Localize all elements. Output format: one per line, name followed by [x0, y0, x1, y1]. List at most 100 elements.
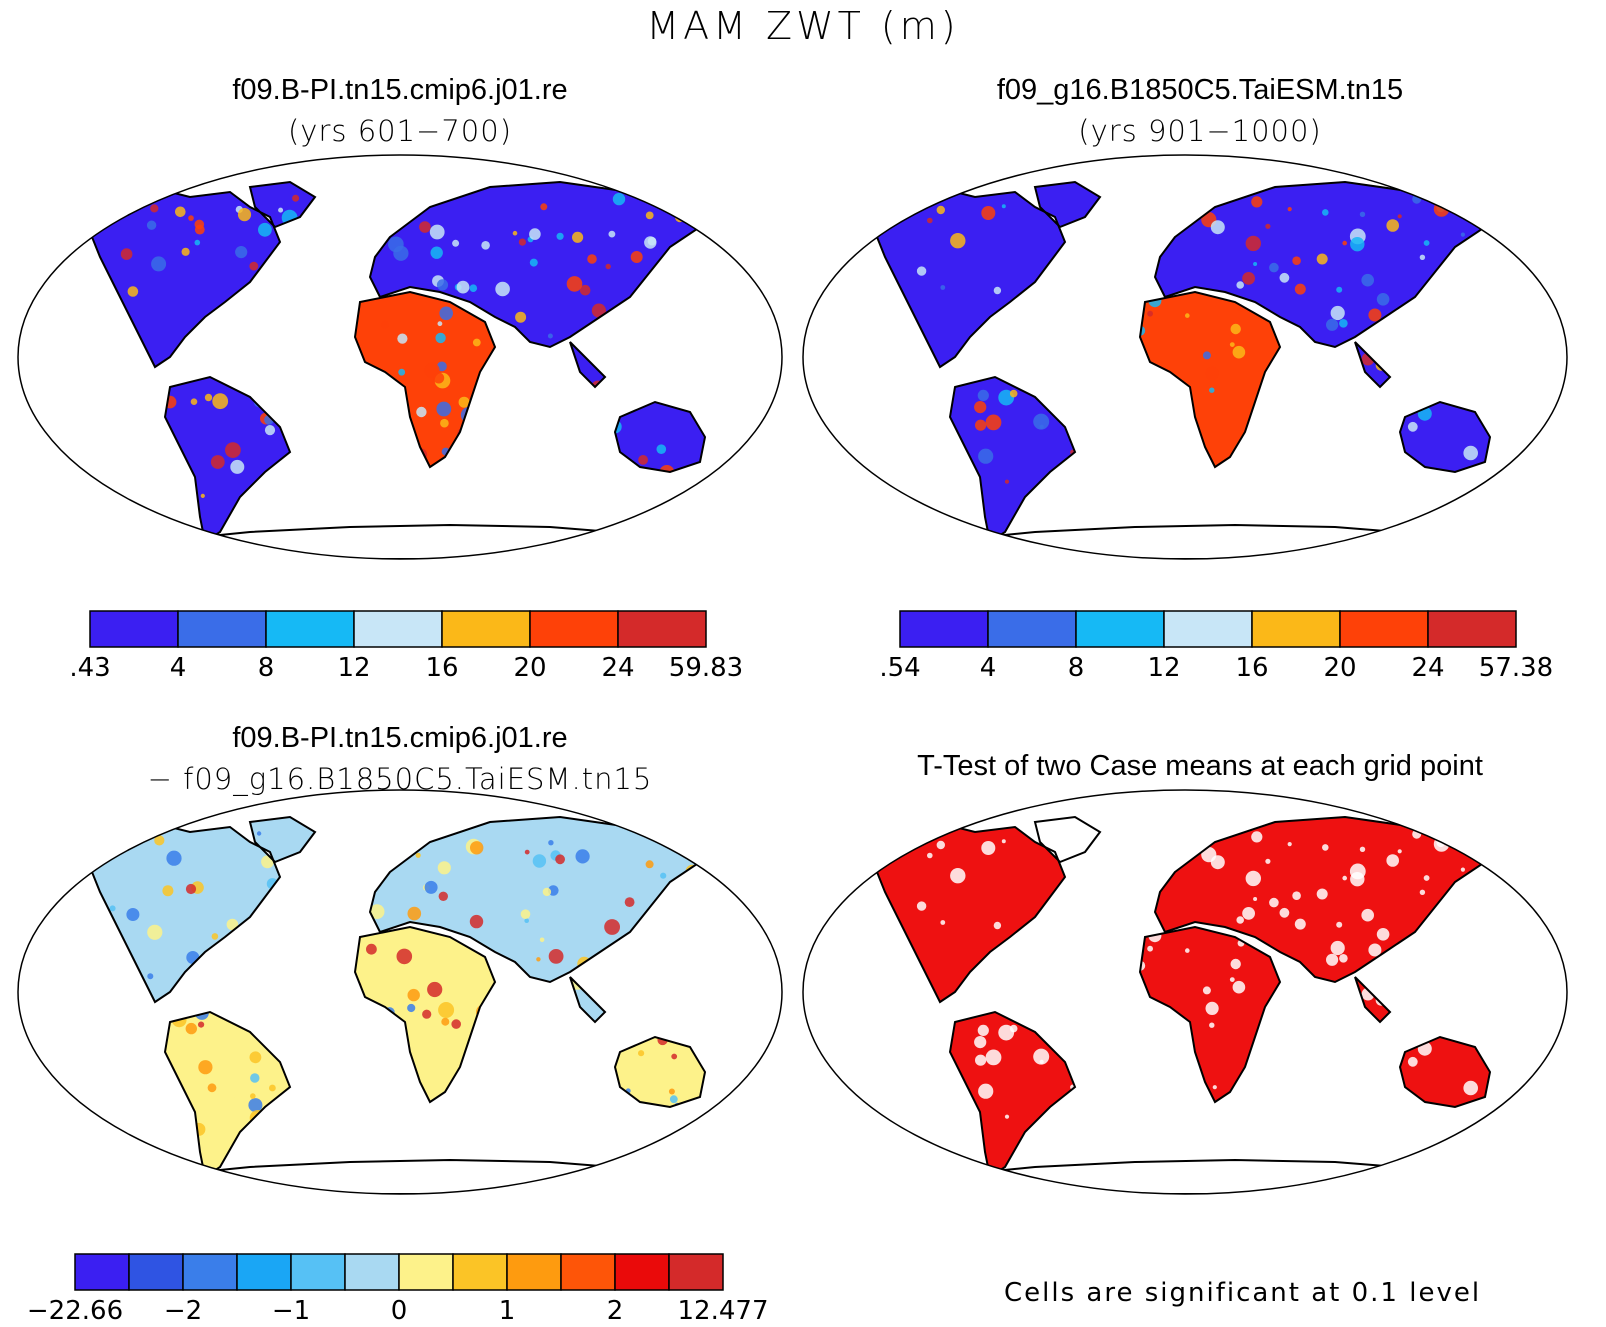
ttest-field-cell: [1316, 888, 1328, 900]
ttest-field-cell: [975, 1054, 987, 1066]
ttest-field-cell: [1386, 854, 1399, 867]
case1-field-cell: [608, 230, 616, 238]
case1-field-cell: [106, 202, 113, 209]
case1-field-cell: [439, 306, 453, 321]
case1-africa-coastline: [353, 290, 497, 469]
case2-field-cell: [886, 487, 892, 493]
diff-field-cell: [548, 840, 554, 846]
ttest-field-cell: [1212, 1085, 1217, 1090]
panel-case2-title: f09_g16.B1850C5.TaiESM.tn15: [996, 74, 1404, 106]
diff-field-cell: [249, 1051, 262, 1064]
ttest-field-cell: [950, 868, 966, 884]
diff-eurasia-coastline: [368, 815, 702, 984]
case1-field-cell: [440, 418, 449, 428]
case1-field-cell: [429, 224, 445, 240]
case1-field-cell: [237, 208, 252, 222]
ttest-field-cell: [1350, 872, 1365, 887]
case1-map-border: [17, 154, 783, 560]
case2-field-cell: [1423, 240, 1430, 246]
diff-field-cell: [660, 872, 667, 879]
case2-field-cell: [1253, 262, 1258, 266]
case1-field-cell: [547, 333, 553, 339]
colorbar-diff-swatch: [74, 1253, 130, 1291]
case1-field-cell: [430, 246, 443, 259]
case2-field-cell: [1232, 345, 1246, 359]
colorbar-diff-swatch: [668, 1253, 724, 1291]
ttest-field-cell: [974, 1036, 987, 1049]
case1-field-cell: [435, 332, 446, 344]
ttest-namerica-coastline: [853, 820, 1067, 1004]
ttest-eurasia-coastline: [1153, 815, 1487, 984]
case2-field-cell: [1242, 272, 1255, 285]
case1-field-cell: [605, 263, 611, 270]
colorbar-case2-swatch: [1075, 610, 1165, 648]
diff-field-cell: [548, 949, 564, 964]
ttest-field-cell: [1287, 842, 1292, 847]
case2-field-cell: [940, 285, 946, 290]
diff-field-cell: [250, 1073, 260, 1083]
case2-field-cell: [1326, 318, 1339, 331]
case1-field-cell: [151, 256, 167, 272]
case1-field-cell: [416, 406, 427, 418]
ttest-field-cell: [1342, 875, 1347, 881]
diff-field-cell: [520, 909, 531, 919]
case2-field-cell: [1147, 310, 1153, 317]
diff-field-cell: [424, 880, 438, 894]
colorbar-diff-swatch: [182, 1253, 238, 1291]
colorbar-diff-swatch: [128, 1253, 184, 1291]
colorbar-case1: [89, 610, 707, 648]
case2-africa-coastline: [1138, 290, 1282, 469]
diff-field-cell: [396, 948, 413, 965]
colorbar-case1-label: 4: [169, 653, 187, 683]
colorbar-case1-swatch: [353, 610, 443, 648]
case1-field-cell: [127, 286, 139, 297]
ttest-field-cell: [940, 920, 946, 925]
diff-field-cell: [438, 1002, 455, 1018]
colorbar-case1-swatch: [265, 610, 355, 648]
case2-field-cell: [1236, 281, 1244, 289]
case1-field-cell: [194, 239, 201, 246]
case2-field-cell: [977, 389, 989, 401]
case2-field-cell: [985, 414, 1002, 431]
ttest-field-cell: [1236, 916, 1244, 924]
ttest-field-cell: [936, 840, 945, 850]
diff-australia-land: [615, 1037, 705, 1107]
ttest-field-cell: [1253, 897, 1258, 901]
diff-samerica-coastline: [163, 1010, 292, 1179]
case1-field-cell: [469, 284, 478, 292]
colorbar-case2-swatch: [899, 610, 989, 648]
diff-field-cell: [250, 1093, 256, 1099]
case1-eurasia-coastline: [368, 180, 702, 349]
case2-field-cell: [1463, 445, 1478, 461]
case1-field-cell: [212, 393, 229, 410]
case1-samerica-land: [165, 377, 290, 542]
case2-australia-coastline: [1398, 400, 1492, 474]
case2-field-cell: [1251, 196, 1263, 208]
case2-field-cell: [1287, 207, 1292, 212]
figure-title: MAM ZWT (m): [646, 4, 960, 48]
ttest-field-cell: [977, 1024, 989, 1036]
colorbar-diff-label: 12.477: [677, 1296, 769, 1326]
diff-field-cell: [407, 906, 422, 921]
colorbar-case1-swatch: [89, 610, 179, 648]
colorbar-diff-swatch: [344, 1253, 400, 1291]
colorbar-diff-swatch: [560, 1253, 616, 1291]
case2-field-cell: [1230, 323, 1241, 335]
case1-antarctica-coastline: [147, 523, 653, 559]
case2-field-cell: [1361, 273, 1374, 287]
case1-field-cell: [397, 333, 408, 344]
diff-field-cell: [207, 1083, 217, 1093]
colorbar-diff-swatch: [236, 1253, 292, 1291]
colorbar-case2-label: 12: [1147, 653, 1181, 683]
case2-field-cell: [1265, 223, 1271, 229]
diff-field-cell: [147, 924, 163, 940]
ttest-field-cell: [1361, 908, 1374, 922]
diff-field-cell: [198, 1021, 205, 1028]
diff-eurasia-land: [370, 817, 700, 982]
diff-field-cell: [166, 850, 182, 866]
case1-field-cell: [579, 284, 591, 296]
diff-field-cell: [532, 854, 547, 868]
ttest-greenland-coastline: [1033, 815, 1102, 864]
diff-field-cell: [645, 860, 654, 869]
case1-field-cell: [572, 231, 584, 243]
